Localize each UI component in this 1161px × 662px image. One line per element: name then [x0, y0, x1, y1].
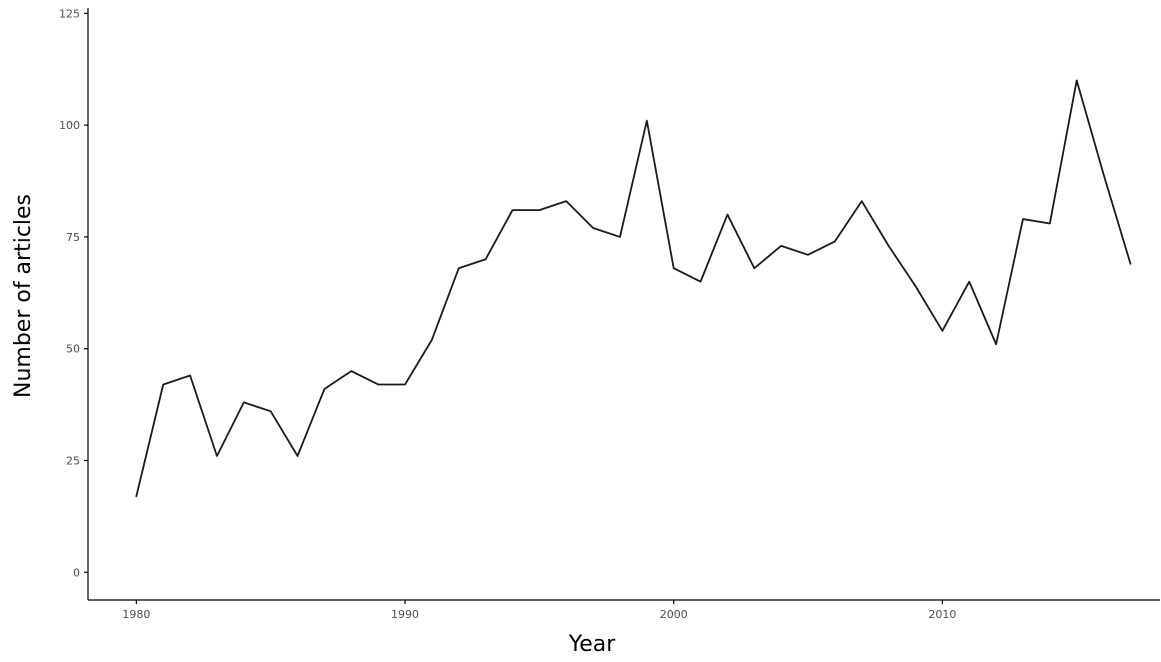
- y-tick-label: 75: [66, 231, 80, 244]
- y-tick-label: 25: [66, 454, 80, 467]
- y-tick-label: 100: [59, 119, 80, 132]
- x-axis-title: Year: [568, 632, 617, 657]
- x-tick-label: 2000: [660, 608, 688, 621]
- series-line: [135, 79, 1132, 498]
- y-tick-label: 0: [73, 566, 80, 579]
- y-tick-label: 50: [66, 343, 80, 356]
- x-tick-label: 2010: [928, 608, 956, 621]
- y-axis: 0 25 50 75 100 125: [59, 7, 89, 600]
- chart-marks: [135, 79, 1132, 498]
- y-tick-label: 125: [59, 7, 80, 20]
- x-axis: 1980 1990 2000 2010: [88, 599, 1160, 621]
- y-axis-title: Number of articles: [11, 194, 36, 398]
- x-tick-label: 1980: [122, 608, 150, 621]
- x-tick-label: 1990: [391, 608, 419, 621]
